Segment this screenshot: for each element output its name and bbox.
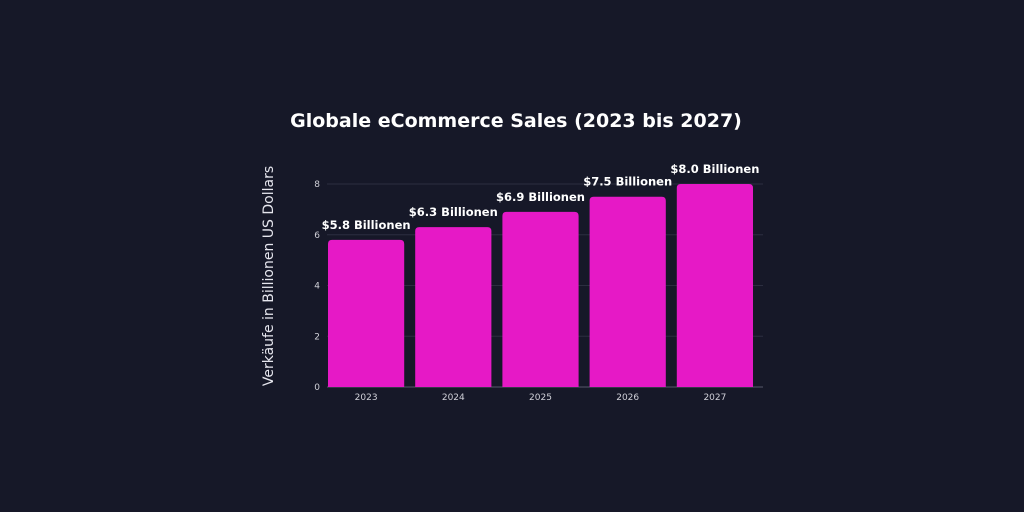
data-label: $5.8 Billionen [322, 218, 411, 232]
bar-2023 [328, 239, 405, 387]
y-tick-label: 0 [314, 383, 320, 393]
bar-2026 [589, 196, 666, 387]
y-tick-label: 4 [314, 282, 320, 292]
bar-2024 [415, 227, 492, 387]
data-label: $6.3 Billionen [409, 205, 498, 219]
x-tick-label: 2023 [355, 393, 378, 403]
bar-2027 [676, 184, 753, 387]
y-tick-label: 6 [314, 231, 320, 241]
y-tick-label: 8 [314, 180, 320, 190]
x-tick-label: 2024 [442, 393, 465, 403]
x-tick-label: 2026 [616, 393, 639, 403]
y-tick-label: 2 [314, 332, 320, 342]
chart-title: Globale eCommerce Sales (2023 bis 2027) [290, 110, 742, 132]
bar-2025 [502, 211, 579, 387]
data-label: $7.5 Billionen [583, 175, 672, 189]
data-label: $6.9 Billionen [496, 190, 585, 204]
x-tick-label: 2025 [529, 393, 552, 403]
data-label: $8.0 Billionen [670, 162, 759, 176]
x-tick-label: 2027 [703, 393, 726, 403]
